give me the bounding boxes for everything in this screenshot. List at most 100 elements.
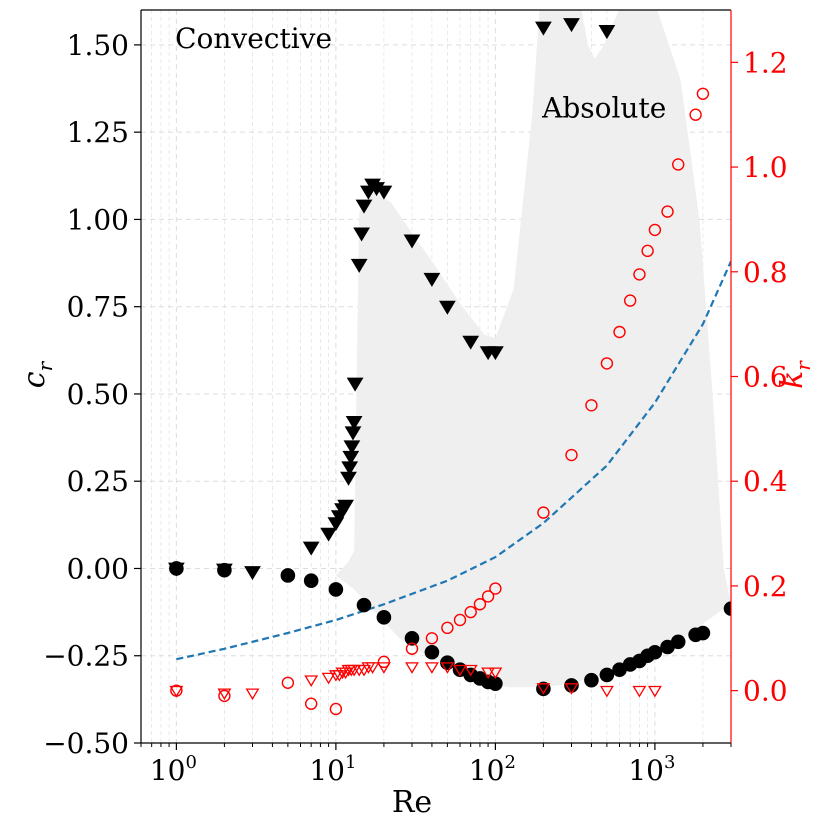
triangle-filled-point <box>244 566 261 581</box>
x-tick-exponent: 0 <box>185 752 196 773</box>
series-0 <box>169 561 731 697</box>
triangle-filled-point <box>355 199 373 214</box>
y-left-tick-label: 0.25 <box>67 465 129 498</box>
x-tick-base: 10 <box>150 754 186 787</box>
x-tick-base: 10 <box>628 754 664 787</box>
y-left-tick-label: −0.50 <box>43 727 129 760</box>
triangle-open-point <box>647 685 662 698</box>
series-line-fit <box>176 260 731 661</box>
circle-open-point <box>696 87 710 100</box>
y-right-tick-label: 1.2 <box>743 46 788 79</box>
circle-open-point <box>537 506 550 519</box>
annotation-absolute: Absolute <box>541 92 666 125</box>
y-axis-label-left: cr <box>17 360 57 388</box>
circle-open-point <box>329 702 343 716</box>
triangle-open-point <box>169 685 184 698</box>
triangle-open-point <box>463 664 478 677</box>
y-right-tick-label: 0.4 <box>743 465 788 498</box>
x-tick-exponent: 1 <box>345 752 356 773</box>
circle-filled-point <box>356 597 372 613</box>
triangle-filled-point <box>439 300 456 315</box>
triangle-open-point <box>599 685 614 698</box>
circle-filled-point <box>536 681 551 697</box>
y-left-tick-label: 0.00 <box>67 552 129 585</box>
circle-open-point <box>481 590 495 603</box>
triangle-filled-point <box>563 18 580 33</box>
triangle-filled-point <box>423 272 441 287</box>
triangle-filled-point <box>353 227 370 242</box>
circle-open-point <box>304 697 318 710</box>
triangle-open-point <box>365 662 380 674</box>
circle-filled-point <box>695 625 711 641</box>
circle-open-point <box>648 223 662 237</box>
circle-open-point <box>623 294 637 307</box>
y-left-tick-label: 1.00 <box>67 203 129 236</box>
circle-open-point <box>464 605 477 619</box>
circle-filled-point <box>599 667 615 683</box>
triangle-filled-point <box>487 346 504 361</box>
x-tick-exponent: 2 <box>504 752 515 773</box>
circle-open-point <box>613 325 626 339</box>
y-right-tick-label: 0.2 <box>743 570 788 603</box>
series-2 <box>170 87 710 716</box>
circle-filled-point <box>303 573 319 588</box>
triangle-filled-point <box>403 234 421 249</box>
circle-open-point <box>405 642 419 655</box>
circle-filled-point <box>404 630 420 646</box>
triangle-filled-point <box>375 185 393 200</box>
y-right-tick-label: 0.6 <box>743 361 788 394</box>
circle-open-point <box>585 399 598 412</box>
triangle-open-point <box>424 662 439 674</box>
triangle-open-point <box>481 667 496 680</box>
triangle-open-point <box>632 685 647 698</box>
triangle-filled-point <box>216 563 233 578</box>
triangle-filled-point <box>168 562 185 577</box>
triangle-open-point <box>217 688 232 701</box>
x-axis-label: Re <box>392 785 432 820</box>
absolute-region <box>335 10 731 688</box>
x-tick-label: 103 <box>628 752 675 787</box>
triangle-open-point <box>536 683 551 695</box>
triangle-open-point <box>488 667 503 680</box>
circle-open-point <box>473 598 487 611</box>
triangle-filled-point <box>320 527 337 542</box>
axis-tick-labels: 100 101 102 103−0.50−0.250.000.250.500.751.… <box>43 29 787 787</box>
y-right-tick-label: 1.0 <box>743 151 788 184</box>
circle-open-point <box>565 448 578 462</box>
circle-open-point <box>641 244 654 258</box>
circle-open-point <box>672 158 685 171</box>
circle-open-point <box>661 205 674 218</box>
triangle-open-point <box>564 683 579 695</box>
triangle-filled-point <box>598 25 616 40</box>
absolute-region-fill <box>335 10 731 688</box>
circle-open-point <box>441 621 454 635</box>
triangle-filled-point <box>535 21 552 36</box>
x-tick-label: 101 <box>309 752 356 787</box>
y-right-tick-label: 0.8 <box>743 256 788 289</box>
triangle-open-point <box>304 675 319 687</box>
data-marks <box>168 18 731 716</box>
x-tick-label: 102 <box>469 752 516 787</box>
y-axis-label-right-subscript: r <box>791 360 815 371</box>
triangle-filled-point <box>345 416 363 430</box>
triangle-open-point <box>405 662 419 674</box>
triangle-filled-point <box>343 440 361 455</box>
y-left-tick-label: 0.50 <box>67 378 129 411</box>
x-tick-base: 10 <box>469 754 505 787</box>
x-tick-exponent: 3 <box>664 752 675 773</box>
circle-open-point <box>453 613 467 627</box>
annotation-convective: Convective <box>175 22 332 55</box>
y-left-tick-label: 1.25 <box>67 116 129 149</box>
circle-filled-point <box>424 644 440 660</box>
circle-filled-point <box>376 610 392 625</box>
y-left-tick-label: 1.50 <box>67 29 129 62</box>
y-axis-label-left-subscript: r <box>33 360 57 371</box>
y-right-tick-label: 0.0 <box>743 675 788 708</box>
fit-curve <box>176 260 731 661</box>
triangle-filled-point <box>337 499 354 514</box>
circle-open-point <box>218 689 231 703</box>
axis-ticks <box>134 44 738 750</box>
x-tick-label: 100 <box>150 752 197 787</box>
y-left-tick-label: −0.25 <box>43 640 129 673</box>
